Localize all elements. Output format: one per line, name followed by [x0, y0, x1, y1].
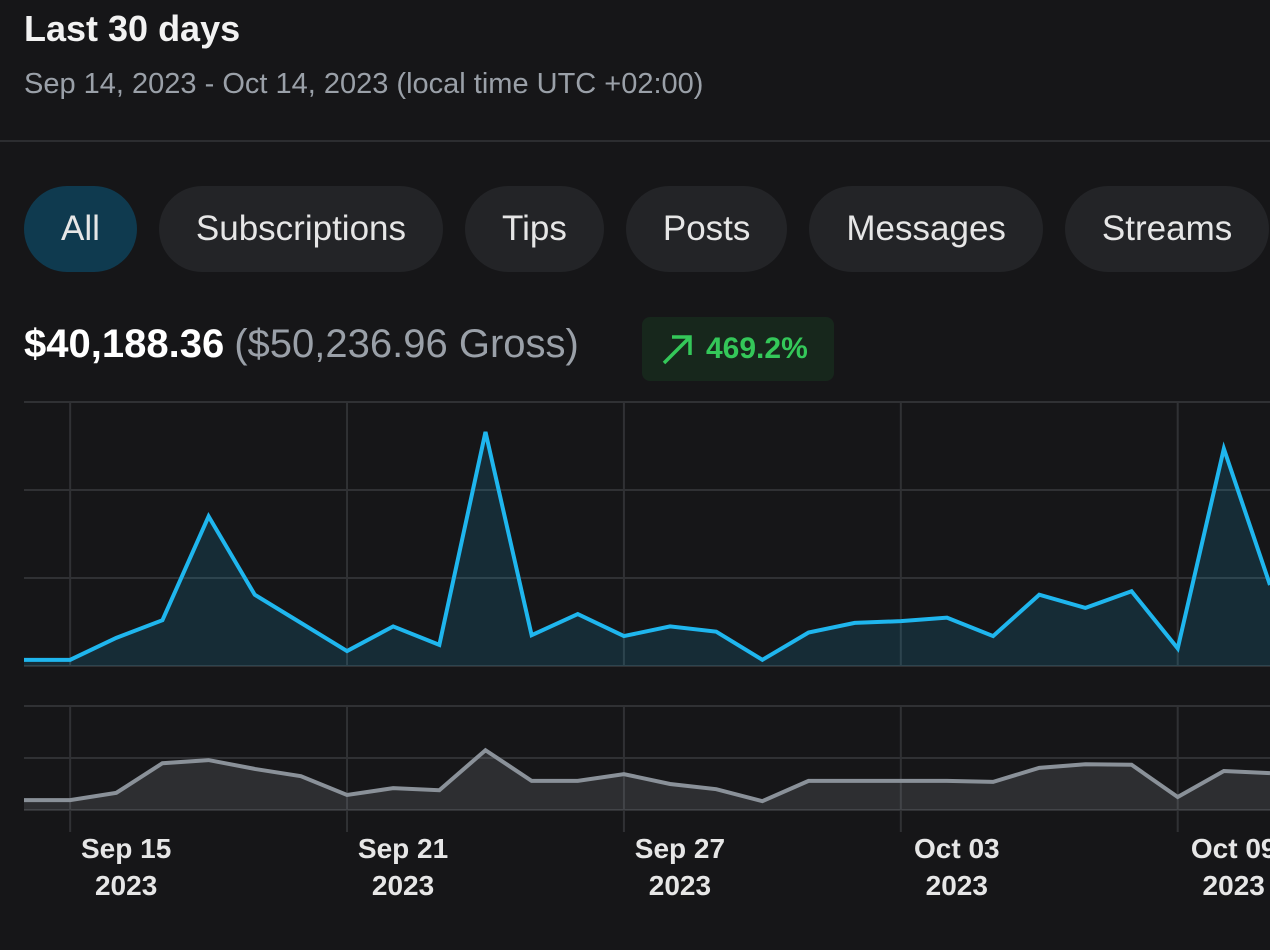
line	[24, 431, 1270, 663]
line	[24, 747, 1270, 804]
tab[interactable]: Subscriptions	[158, 186, 444, 272]
x-tick-label: Sep 21 2023	[357, 833, 449, 901]
change-badge: 469.2%	[642, 317, 834, 381]
tab[interactable]: All	[24, 186, 137, 272]
tab-bar: All Subscriptions Tips Posts Messages Streams	[24, 186, 1270, 272]
x-tick-label: Sep 27 2023	[634, 833, 726, 901]
gross-amount: ($50,236.96 Gross)	[234, 322, 579, 366]
change-value: 469.2%	[706, 332, 808, 365]
x-tick-label: Oct 09 2023	[1190, 833, 1270, 901]
net-amount: $40,188.36	[24, 322, 225, 366]
tab[interactable]: Tips	[465, 186, 604, 272]
x-tick-label: Oct 03 2023	[914, 833, 1000, 901]
arrow-icon	[662, 335, 692, 365]
amount: $40,188.36 ($50,236.96 Gross)	[24, 322, 579, 367]
title: Last 30 days	[24, 8, 241, 49]
area-fill	[24, 431, 1270, 666]
x-tick-label: Sep 15 2023	[81, 833, 172, 901]
tab[interactable]: Streams	[1064, 186, 1270, 272]
tab[interactable]: Posts	[625, 186, 788, 272]
divider	[0, 140, 1270, 142]
tab[interactable]: Messages	[809, 186, 1043, 272]
subtitle: Sep 14, 2023 - Oct 14, 2023 (local time …	[24, 68, 704, 100]
